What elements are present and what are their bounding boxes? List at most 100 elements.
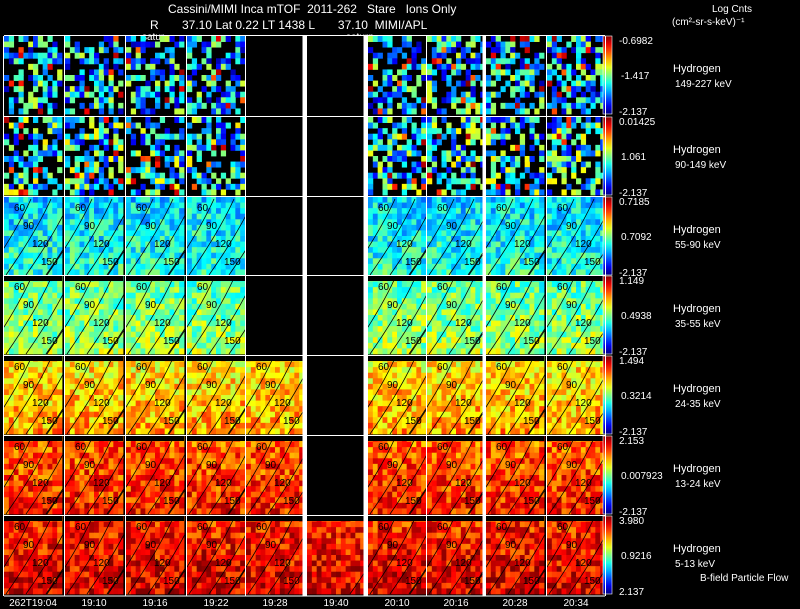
image-panel [187, 117, 246, 196]
contour-label: 60 [136, 442, 148, 453]
bfield-contour [408, 437, 455, 515]
colorbar-mid: 0.3214 [621, 391, 652, 402]
contour-label: 60 [14, 203, 26, 214]
bfield-contour [369, 437, 416, 515]
colorbar [602, 355, 613, 435]
bfield-contour [588, 198, 635, 276]
contour-label: 90 [387, 221, 399, 232]
image-panel [547, 36, 606, 115]
bfield-contour [247, 517, 294, 595]
contour-label: 120 [396, 398, 413, 409]
contour-label: 120 [575, 558, 592, 569]
bfield-contour [127, 277, 174, 355]
contour-label: 90 [505, 460, 517, 471]
colorbar-max: 0.7185 [619, 197, 650, 208]
bfield-contour [548, 277, 595, 355]
time-tick-label: 19:16 [142, 598, 167, 609]
species-label: Hydrogen [673, 63, 721, 75]
contour-label: 120 [215, 239, 232, 250]
contour-label: 90 [505, 380, 517, 391]
contour-label: 120 [154, 318, 171, 329]
contour-label: 90 [206, 300, 218, 311]
colorbar-max: -0.6982 [619, 36, 653, 47]
contour-label: 90 [23, 300, 35, 311]
bfield-contour [66, 277, 113, 355]
contour-label: 150 [163, 496, 180, 507]
contour-label: 90 [387, 300, 399, 311]
bfield-contour [428, 357, 475, 435]
bfield-contour [588, 357, 635, 435]
bfield-contour [588, 517, 635, 595]
contour-label: 120 [455, 239, 472, 250]
contour-label: 90 [84, 221, 96, 232]
bfield-contour [46, 277, 93, 355]
contour-label: 90 [446, 300, 458, 311]
bfield-contour [548, 437, 595, 515]
contour-label: 90 [23, 460, 35, 471]
bfield-contour [408, 517, 455, 595]
colorbar-min: -2.137 [619, 347, 648, 358]
bfield-contour [528, 437, 575, 515]
contour-label: 150 [405, 336, 422, 347]
contour-label: 60 [197, 362, 209, 373]
bfield-contour [467, 198, 514, 276]
contour-label: 150 [224, 416, 241, 427]
energy-label: 35-55 keV [675, 319, 721, 330]
contour-label: 120 [154, 558, 171, 569]
contour-label: 120 [514, 318, 531, 329]
contour-label: 60 [256, 442, 268, 453]
contour-label: 120 [32, 239, 49, 250]
contour-label: 120 [514, 398, 531, 409]
bfield-contour [188, 437, 235, 515]
colorbar-max: 1.494 [619, 356, 644, 367]
contour-label: 60 [14, 442, 26, 453]
contour-label: 90 [566, 221, 578, 232]
colorbar-mid: 0.4938 [621, 311, 652, 322]
colorbar-units: (cm²-sr-s-keV)⁻¹ [672, 17, 745, 28]
image-panel [486, 516, 545, 595]
contour-label: 150 [224, 336, 241, 347]
contour-label: 150 [405, 576, 422, 587]
contour-label: 60 [136, 282, 148, 293]
bfield-contour [408, 357, 455, 435]
contour-label: 120 [154, 398, 171, 409]
image-panel [486, 36, 545, 115]
bfield-contour [0, 517, 32, 574]
contour-label: 90 [206, 460, 218, 471]
bfield-contour [127, 357, 174, 435]
image-panel [65, 36, 124, 115]
colorbar [602, 435, 613, 515]
image-panel [126, 516, 185, 595]
bfield-contour [349, 517, 396, 595]
energy-label: 24-35 keV [675, 399, 721, 410]
contour-label: 60 [496, 522, 508, 533]
image-panel [126, 117, 185, 196]
colorbar-mid: 0.007923 [621, 471, 663, 482]
bfield-contour [487, 277, 534, 355]
contour-label: 120 [396, 318, 413, 329]
contour-label: 150 [224, 576, 241, 587]
contour-label: 90 [145, 221, 157, 232]
contour-label: 60 [75, 282, 87, 293]
contour-label: 150 [405, 496, 422, 507]
bfield-contour [168, 437, 215, 515]
contour-label: 90 [145, 380, 157, 391]
contour-label: 90 [23, 380, 35, 391]
contour-label: 150 [41, 416, 58, 427]
contour-label: 60 [496, 282, 508, 293]
contour-label: 60 [256, 362, 268, 373]
contour-label: 90 [505, 540, 517, 551]
contour-label: 60 [14, 522, 26, 533]
bfield-contour [528, 357, 575, 435]
contour-label: 90 [23, 221, 35, 232]
image-panel [187, 436, 246, 515]
contour-label: 60 [14, 362, 26, 373]
bfield-contour [66, 357, 113, 435]
species-label: Hydrogen [673, 303, 721, 315]
colorbar-mid: 0.7092 [621, 232, 652, 243]
contour-label: 60 [197, 203, 209, 214]
bfield-contour [168, 517, 215, 595]
contour-label: 150 [464, 257, 481, 268]
contour-label: 150 [283, 576, 300, 587]
colorbar-mid: 0.9216 [621, 551, 652, 562]
